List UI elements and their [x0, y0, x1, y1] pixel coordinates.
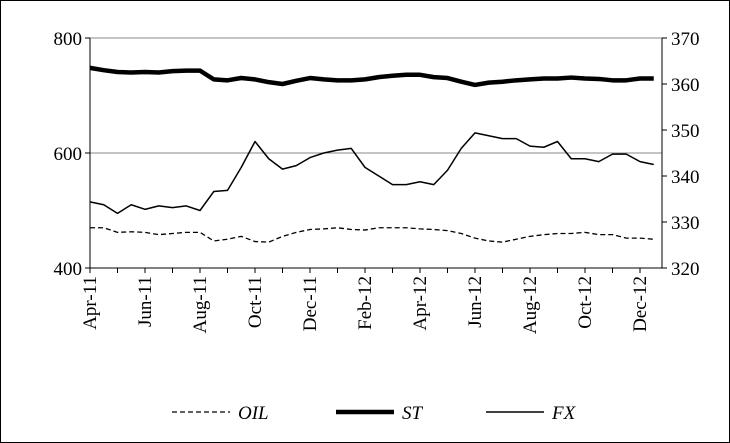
x-tick-label: Apr-11 — [80, 276, 101, 330]
y2-tick-label: 320 — [671, 259, 700, 280]
series-line — [89, 65, 654, 88]
x-tick-label: Dec-11 — [300, 276, 321, 331]
x-tick-label: Aug-11 — [190, 276, 211, 333]
y2-tick-label: 370 — [671, 29, 700, 50]
x-tick-label: Jun-12 — [465, 276, 486, 328]
x-tick-label: Feb-12 — [355, 276, 376, 330]
y2-tick-label: 350 — [671, 121, 700, 142]
series-line — [90, 227, 654, 243]
y2-tick-label: 330 — [671, 213, 700, 234]
x-tick-label: Apr-12 — [410, 276, 431, 331]
x-tick-label: Oct-11 — [245, 276, 266, 328]
y-tick-label: 600 — [54, 144, 83, 165]
x-tick-label: Aug-12 — [520, 276, 541, 334]
y2-tick-label: 340 — [671, 167, 700, 188]
legend-label: ST — [402, 403, 424, 424]
x-tick-label: Oct-12 — [575, 276, 596, 329]
y-tick-label: 800 — [54, 29, 83, 50]
y2-tick-label: 360 — [671, 75, 700, 96]
x-tick-label: Dec-12 — [630, 276, 651, 332]
y-tick-label: 400 — [54, 259, 83, 280]
x-tick-label: Jun-11 — [135, 276, 156, 327]
series-line — [89, 132, 654, 215]
legend-label: OIL — [238, 403, 269, 424]
legend-label: FX — [551, 403, 577, 424]
